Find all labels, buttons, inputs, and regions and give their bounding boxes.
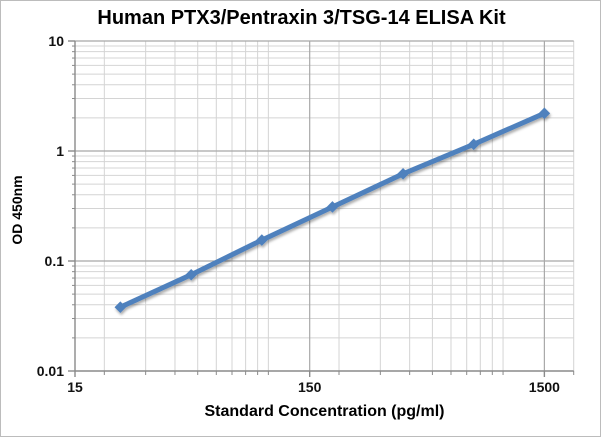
data-point-marker — [114, 301, 127, 314]
data-point-marker — [256, 234, 268, 246]
chart-title: Human PTX3/Pentraxin 3/TSG-14 ELISA Kit — [97, 7, 506, 29]
data-point-marker — [397, 168, 409, 180]
data-point-marker — [467, 138, 480, 151]
data-series — [114, 107, 551, 314]
x-axis-title: Standard Concentration (pg/ml) — [204, 403, 445, 420]
data-point-marker — [185, 268, 197, 281]
x-tick-label: 1500 — [529, 379, 560, 395]
data-point-marker — [538, 107, 551, 120]
x-tick-label: 150 — [298, 379, 322, 395]
y-tick-label: 10 — [48, 33, 64, 49]
y-tick-label: 0.1 — [45, 253, 65, 269]
y-tick-label: 0.01 — [37, 363, 64, 379]
x-tick-label: 15 — [67, 379, 83, 395]
y-tick-label: 1 — [56, 143, 64, 159]
data-point-marker — [326, 201, 339, 213]
